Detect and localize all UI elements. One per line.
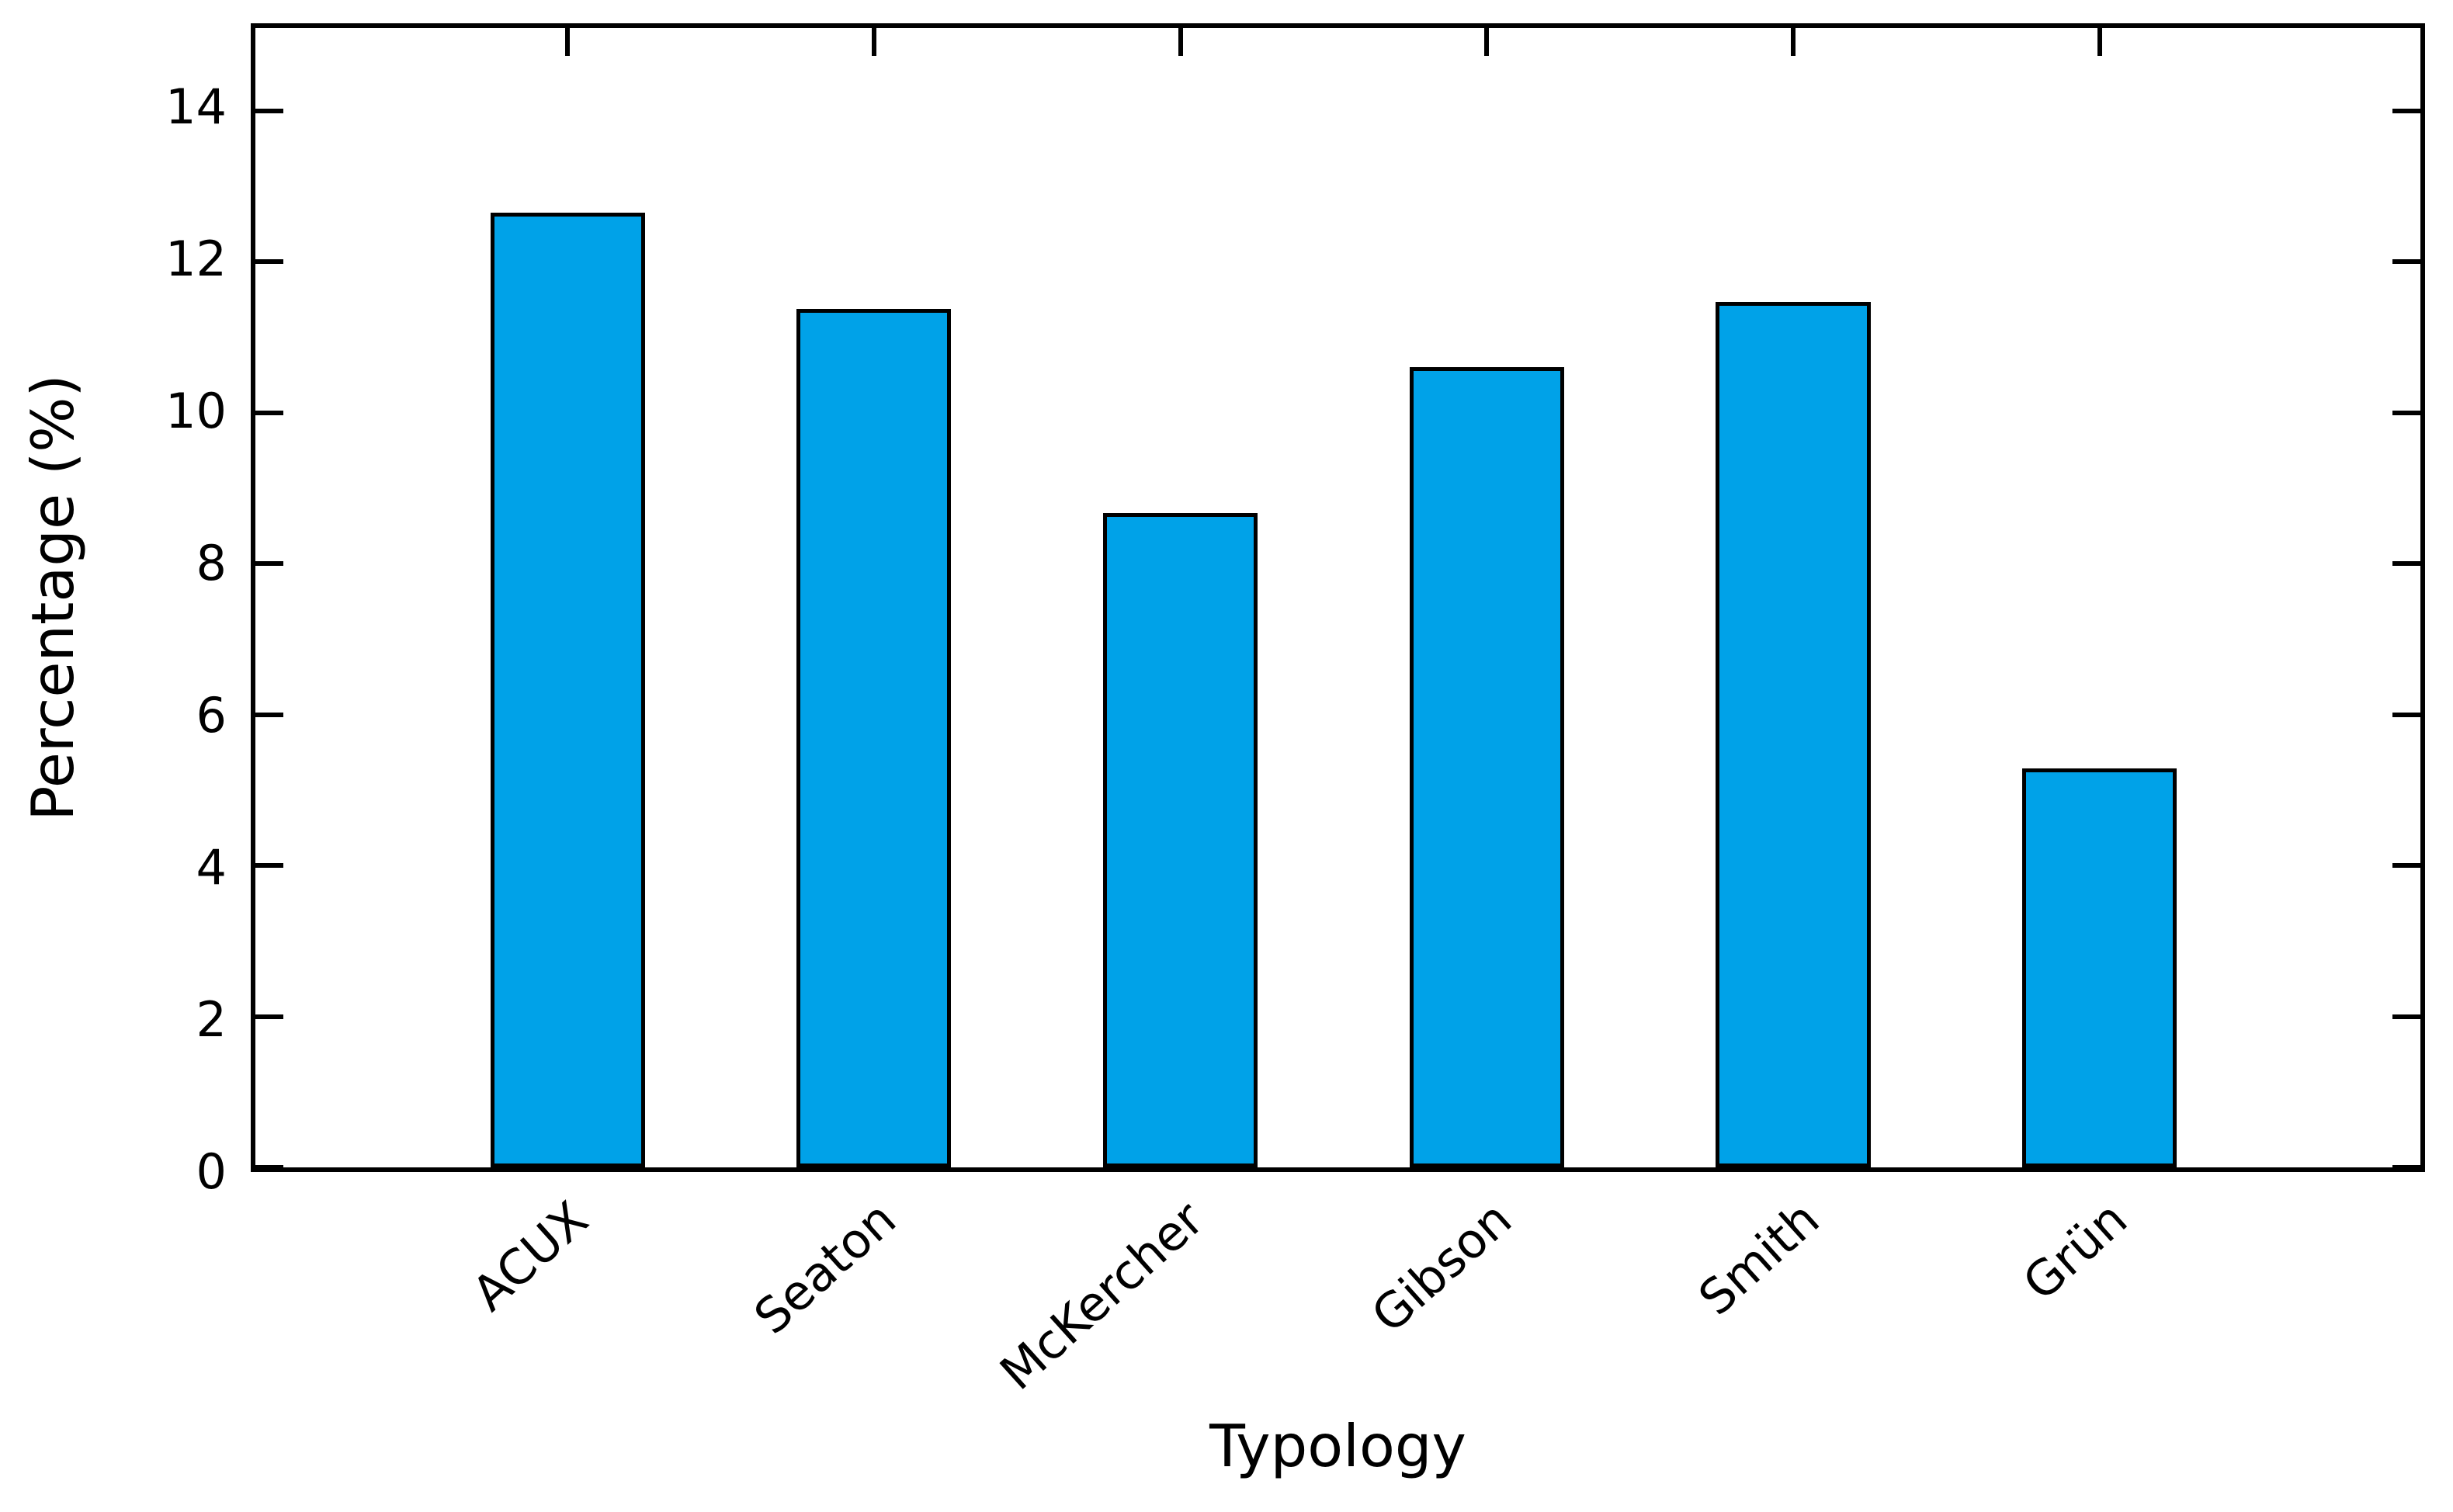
y-tick-right (2392, 410, 2420, 415)
y-tick-right (2392, 108, 2420, 113)
bar-Smith (1716, 301, 1871, 1167)
x-tick-top (1790, 28, 1796, 56)
plot-area (251, 23, 2425, 1172)
bar-Gibson (1409, 366, 1564, 1167)
x-tick-label: ACUX (461, 1190, 599, 1323)
x-tick-top (1484, 28, 1490, 56)
bar-Seaton (796, 308, 952, 1167)
y-tick-right (2392, 1165, 2420, 1170)
y-tick-right (2392, 1014, 2420, 1019)
y-tick-label: 0 (196, 1143, 227, 1200)
bar-McKercher (1103, 513, 1258, 1167)
x-tick-label: McKercher (989, 1190, 1215, 1401)
y-tick-left (255, 561, 283, 567)
y-tick-label: 10 (165, 382, 227, 439)
y-axis-label: Percentage (%) (18, 374, 87, 821)
bar-Grün (2022, 768, 2177, 1167)
y-tick-label: 2 (196, 990, 227, 1048)
y-tick-label: 12 (165, 230, 227, 287)
x-tick-label: Grün (2011, 1190, 2138, 1312)
x-axis-label: Typology (1209, 1412, 1466, 1480)
y-tick-left (255, 863, 283, 869)
x-tick-top (871, 28, 876, 56)
y-tick-label: 4 (196, 838, 227, 896)
y-tick-right (2392, 863, 2420, 869)
y-tick-label: 6 (196, 686, 227, 744)
y-tick-left (255, 108, 283, 113)
y-tick-label: 8 (196, 534, 227, 591)
y-tick-right (2392, 712, 2420, 717)
y-tick-left (255, 1165, 283, 1170)
y-tick-left (255, 259, 283, 265)
y-tick-right (2392, 561, 2420, 567)
x-tick-top (2097, 28, 2102, 56)
x-tick-label: Seaton (743, 1190, 907, 1346)
x-tick-top (1178, 28, 1183, 56)
y-tick-left (255, 712, 283, 717)
y-tick-right (2392, 259, 2420, 265)
x-tick-label: Smith (1688, 1190, 1830, 1326)
y-tick-label: 14 (165, 78, 227, 135)
y-tick-left (255, 1014, 283, 1019)
y-tick-left (255, 410, 283, 415)
bar-ACUX (490, 213, 645, 1167)
x-tick-top (565, 28, 571, 56)
x-tick-label: Gibson (1360, 1190, 1522, 1344)
